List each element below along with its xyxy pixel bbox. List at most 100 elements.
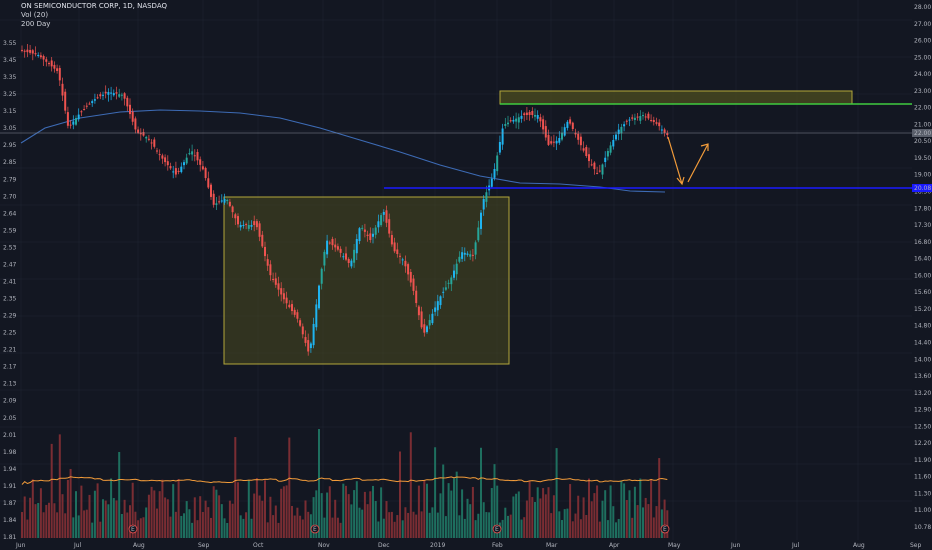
volume-bar — [172, 484, 175, 538]
candle-body — [515, 118, 518, 122]
right-axis-tick: 15.20 — [914, 306, 931, 313]
candle-body — [280, 288, 283, 295]
volume-bar — [61, 494, 64, 538]
candle-body — [250, 225, 253, 227]
candle-body — [490, 178, 493, 187]
candle-body — [393, 242, 396, 252]
inverse-head-shoulders-box[interactable] — [223, 196, 510, 365]
volume-bar — [218, 495, 221, 538]
volume-bar — [129, 505, 131, 538]
candle-body — [210, 184, 212, 197]
candle-body — [542, 119, 545, 130]
volume-bar — [131, 482, 134, 538]
volume-bar — [147, 494, 150, 538]
chart-legend: ON SEMICONDUCTOR CORP, 1D, NASDAQ Vol (2… — [21, 2, 167, 29]
volume-bar — [291, 505, 293, 538]
volume-bar — [31, 479, 34, 538]
candle-body — [296, 312, 299, 319]
right-axis-tick: 11.30 — [914, 490, 931, 497]
candle-body — [156, 150, 158, 152]
time-axis-tick: Dec — [378, 542, 390, 549]
candle-body — [131, 111, 134, 122]
volume-bar — [180, 515, 183, 538]
candle-body — [207, 178, 210, 188]
candle-body — [498, 142, 501, 153]
candle-body — [655, 122, 658, 124]
time-axis-tick: Jul — [791, 542, 800, 549]
volume-bar — [606, 520, 609, 538]
candle-body — [39, 55, 42, 58]
volume-bar — [137, 520, 140, 538]
candle-body — [474, 242, 477, 255]
volume-bar — [164, 497, 167, 538]
candle-body — [220, 200, 223, 202]
volume-bar — [253, 493, 256, 538]
candle-body — [363, 229, 366, 232]
volume-bar — [153, 490, 156, 538]
candle-body — [334, 244, 337, 248]
candle-body — [231, 206, 234, 213]
candle-body — [21, 49, 23, 51]
volume-bar — [496, 485, 499, 538]
volume-bar — [226, 522, 229, 538]
left-axis-tick: 2.21 — [3, 347, 17, 354]
volume-bar — [501, 519, 504, 538]
candle-body — [312, 323, 315, 346]
candle-body — [282, 293, 285, 300]
volume-bar — [374, 501, 377, 538]
right-axis-tick: 14.80 — [914, 323, 931, 330]
volume-bar — [301, 519, 304, 538]
candle-body — [328, 242, 331, 244]
right-axis-tick: 28.00 — [914, 4, 931, 11]
volume-bar — [625, 500, 628, 538]
candle-body — [137, 129, 140, 133]
volume-bar — [415, 514, 418, 538]
volume-bar — [307, 511, 310, 538]
volume-bar — [339, 522, 342, 538]
volume-bar — [385, 501, 388, 538]
volume-bar — [328, 486, 331, 538]
support-price-badge: 20.08 — [912, 184, 932, 192]
left-axis-tick: 3.05 — [3, 125, 17, 132]
volume-bar — [102, 499, 104, 538]
ma-legend: 200 Day — [21, 20, 51, 28]
volume-bar — [83, 510, 86, 538]
volume-bar — [531, 497, 534, 538]
right-axis-tick: 20.50 — [914, 138, 931, 145]
candle-body — [561, 132, 563, 140]
volume-bar — [485, 512, 488, 538]
candle-body — [663, 129, 666, 133]
candle-body — [353, 249, 356, 263]
candle-body — [388, 219, 391, 234]
candle-body — [102, 94, 104, 96]
right-axis-tick: 12.20 — [914, 440, 931, 447]
volume-bar — [355, 481, 358, 538]
volume-bar — [604, 490, 607, 538]
candle-body — [361, 227, 364, 229]
time-axis-tick: Aug — [853, 542, 865, 549]
candle-body — [293, 309, 296, 315]
left-axis-tick: 2.85 — [3, 159, 17, 166]
candle-body — [226, 200, 229, 202]
left-axis-tick: 2.17 — [3, 364, 17, 371]
right-axis-tick: 19.00 — [914, 172, 931, 179]
volume-bar — [150, 486, 153, 538]
resistance-box[interactable] — [499, 90, 853, 105]
volume-bar — [274, 505, 277, 538]
candle-body — [412, 278, 415, 291]
candle-body — [318, 285, 320, 309]
volume-bar — [134, 511, 137, 538]
volume-bar — [647, 504, 650, 538]
candle-body — [531, 111, 534, 115]
volume-bar — [239, 515, 242, 538]
time-axis-tick: Aug — [133, 542, 145, 549]
candle-body — [115, 92, 118, 94]
candle-body — [469, 254, 472, 257]
right-axis-tick: 11.90 — [914, 457, 931, 464]
volume-bar — [420, 511, 423, 538]
volume-bar — [158, 491, 161, 538]
volume-legend: Vol (20) — [21, 11, 49, 19]
volume-bar — [380, 487, 383, 538]
